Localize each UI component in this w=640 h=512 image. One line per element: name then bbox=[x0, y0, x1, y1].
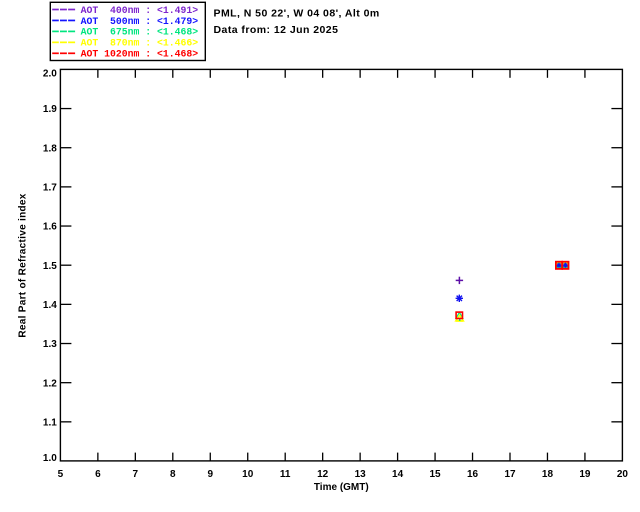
svg-text:1.4: 1.4 bbox=[43, 300, 57, 311]
svg-text:7: 7 bbox=[133, 469, 139, 480]
svg-text:20: 20 bbox=[617, 469, 629, 480]
svg-text:1.1: 1.1 bbox=[43, 417, 57, 428]
svg-text:Real Part of Refractive index: Real Part of Refractive index bbox=[17, 193, 28, 337]
svg-text:Data from: 12 Jun 2025: Data from: 12 Jun 2025 bbox=[214, 24, 339, 36]
svg-text:1.2: 1.2 bbox=[43, 378, 57, 389]
svg-text:9: 9 bbox=[207, 469, 213, 480]
svg-text:17: 17 bbox=[504, 469, 516, 480]
svg-text:6: 6 bbox=[95, 469, 101, 480]
svg-text:1.8: 1.8 bbox=[43, 143, 57, 154]
svg-text:1.9: 1.9 bbox=[43, 104, 57, 115]
svg-text:AOT 675nm : <1.468>: AOT 675nm : <1.468> bbox=[81, 27, 199, 38]
svg-text:15: 15 bbox=[430, 469, 442, 480]
svg-text:13: 13 bbox=[355, 469, 367, 480]
svg-text:11: 11 bbox=[280, 469, 291, 480]
svg-text:1.3: 1.3 bbox=[43, 339, 57, 350]
svg-text:10: 10 bbox=[242, 469, 254, 480]
svg-text:AOT 1020nm : <1.468>: AOT 1020nm : <1.468> bbox=[81, 49, 199, 60]
svg-text:AOT 400nm : <1.491>: AOT 400nm : <1.491> bbox=[81, 5, 199, 16]
svg-text:18: 18 bbox=[542, 469, 554, 480]
svg-text:AOT 500nm : <1.479>: AOT 500nm : <1.479> bbox=[81, 16, 199, 27]
svg-text:14: 14 bbox=[392, 469, 404, 480]
svg-text:5: 5 bbox=[58, 469, 64, 480]
svg-text:19: 19 bbox=[579, 469, 591, 480]
svg-text:2.0: 2.0 bbox=[43, 69, 57, 80]
svg-text:8: 8 bbox=[170, 469, 176, 480]
svg-text:1.7: 1.7 bbox=[43, 182, 57, 193]
svg-text:1.5: 1.5 bbox=[43, 261, 57, 272]
svg-text:PML, N 50 22', W 04 08', Alt 0: PML, N 50 22', W 04 08', Alt 0m bbox=[214, 8, 380, 20]
svg-text:16: 16 bbox=[467, 469, 479, 480]
svg-text:1.0: 1.0 bbox=[43, 453, 57, 464]
svg-text:AOT 870nm : <1.466>: AOT 870nm : <1.466> bbox=[81, 38, 199, 49]
svg-text:12: 12 bbox=[317, 469, 329, 480]
svg-text:1.6: 1.6 bbox=[43, 222, 57, 233]
svg-text:Time (GMT): Time (GMT) bbox=[314, 482, 369, 493]
